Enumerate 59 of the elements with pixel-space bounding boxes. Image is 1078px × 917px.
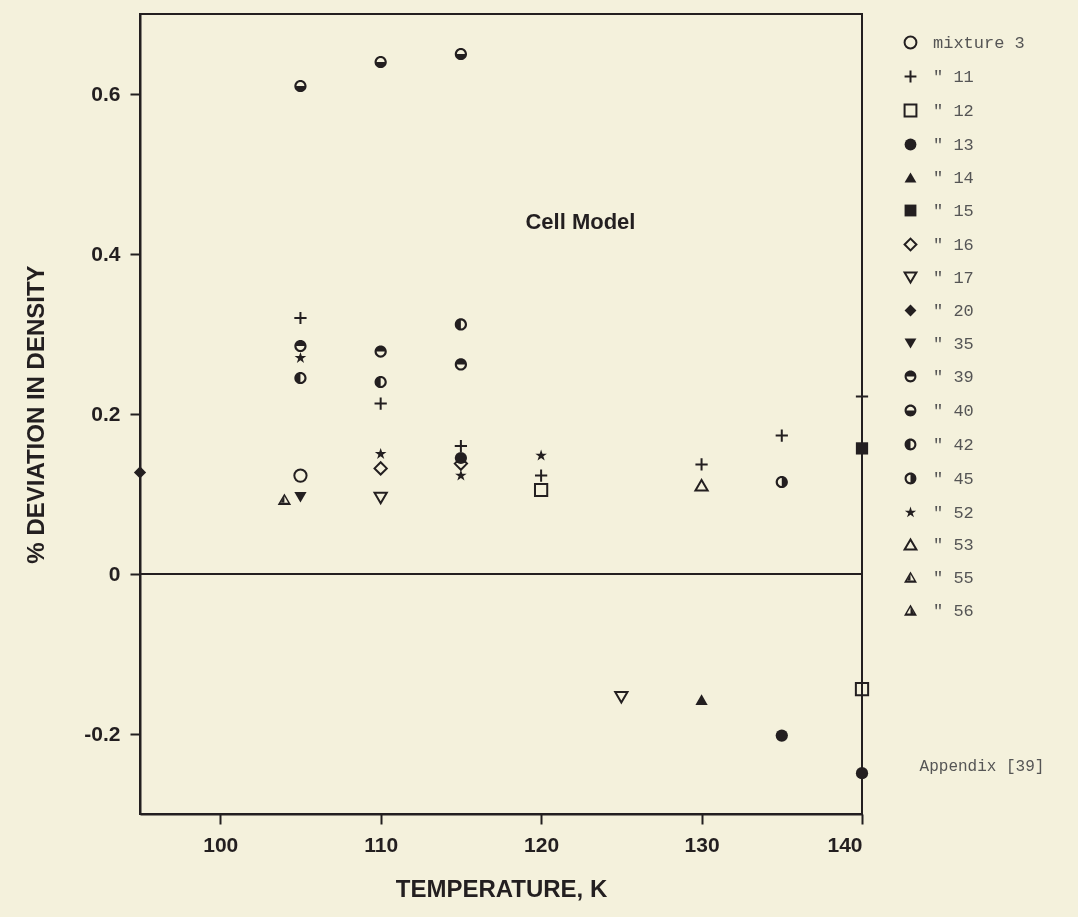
- legend-label: " 55: [933, 568, 974, 588]
- point: [374, 345, 387, 358]
- point: [294, 351, 307, 363]
- x-tick-label: 140: [827, 832, 863, 856]
- annotation: Cell Model: [525, 209, 636, 234]
- x-tick-label: 130: [684, 832, 720, 856]
- point: [695, 694, 708, 705]
- point: [533, 482, 549, 498]
- x-axis-title: TEMPERATURE, K: [395, 874, 608, 902]
- point: [374, 447, 387, 459]
- y-tick-label: 0.2: [91, 401, 121, 425]
- x-tick-label: 100: [203, 832, 239, 856]
- legend-label: " 45: [933, 469, 974, 489]
- x-tick-label: 120: [524, 832, 560, 856]
- point: [294, 339, 307, 353]
- legend-label: " 15: [933, 201, 974, 221]
- point: [373, 461, 388, 476]
- point: [277, 493, 292, 506]
- point: [535, 449, 547, 461]
- legend-label: " 35: [933, 334, 974, 354]
- legend-label: " 39: [933, 367, 974, 387]
- legend-label: " 17: [933, 268, 974, 288]
- point: [374, 375, 387, 389]
- point: [855, 767, 869, 780]
- point: [294, 491, 307, 503]
- point: [694, 478, 709, 492]
- legend-label: " 52: [933, 503, 974, 523]
- legend-label: " 14: [933, 168, 974, 188]
- text: Appendix [39]: [919, 758, 1045, 776]
- point: [374, 55, 387, 69]
- point: [294, 79, 307, 93]
- point: [454, 47, 468, 61]
- point: [855, 442, 869, 455]
- legend-label: " 56: [933, 601, 974, 621]
- legend-label: " 40: [933, 401, 974, 421]
- point: [614, 690, 629, 704]
- point: [373, 491, 388, 505]
- legend-label: mixture 3: [933, 33, 1025, 53]
- point: [133, 466, 147, 479]
- legend-label: " 53: [933, 535, 974, 555]
- point: [294, 371, 307, 385]
- point: [775, 729, 788, 742]
- point: [454, 318, 468, 331]
- legend-label: " 16: [933, 235, 974, 255]
- y-tick-label: 0: [108, 561, 121, 585]
- x-tick-label: 110: [364, 832, 399, 856]
- y-tick-label: 0.4: [91, 241, 121, 265]
- point: [775, 475, 788, 489]
- legend-label: " 12: [933, 101, 974, 121]
- y-tick-label: -0.2: [84, 721, 121, 745]
- legend-label: " 20: [933, 301, 974, 321]
- point: [293, 468, 308, 483]
- legend-label: " 11: [933, 67, 974, 87]
- point: [854, 682, 870, 697]
- y-tick-label: 0.6: [91, 81, 121, 105]
- y-axis-title: % DEVIATION IN DENSITY: [22, 265, 50, 564]
- legend-label: " 13: [933, 135, 974, 155]
- point: [454, 358, 468, 371]
- legend-label: " 42: [933, 435, 974, 455]
